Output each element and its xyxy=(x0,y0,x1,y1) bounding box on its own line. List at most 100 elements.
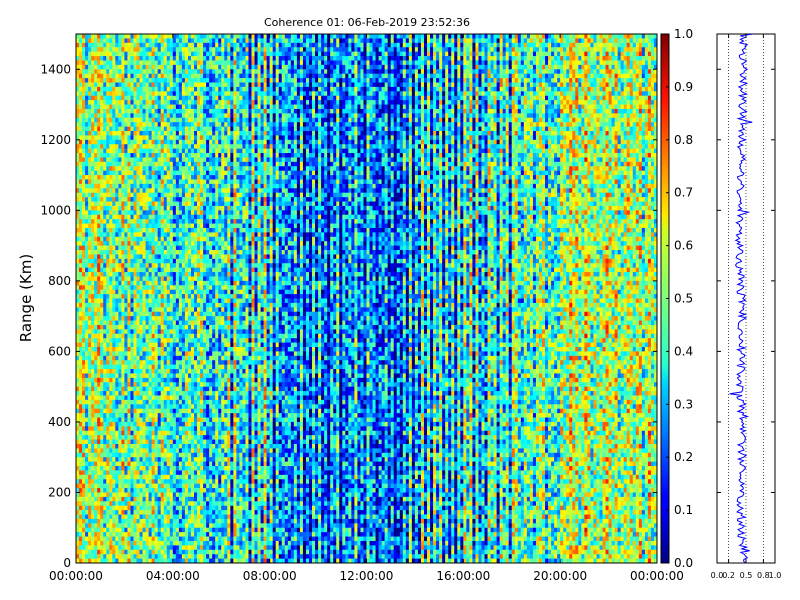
heatmap-cell xyxy=(97,505,101,511)
heatmap-cell xyxy=(112,355,116,361)
heatmap-cell xyxy=(82,333,86,339)
heatmap-cell xyxy=(166,294,171,300)
heatmap-cell xyxy=(178,351,183,357)
heatmap-cell xyxy=(160,474,165,480)
heatmap-cell xyxy=(154,130,159,136)
heatmap-cell xyxy=(112,311,116,317)
heatmap-cell xyxy=(106,245,110,251)
heatmap-cell xyxy=(127,113,132,119)
heatmap-cell xyxy=(154,443,159,449)
heatmap-cell xyxy=(88,514,92,520)
heatmap-cell xyxy=(166,496,171,502)
heatmap-cell xyxy=(100,466,104,472)
heatmap-cell xyxy=(178,166,183,172)
heatmap-cell xyxy=(97,254,101,260)
heatmap-cell xyxy=(97,536,101,542)
heatmap-cell xyxy=(94,302,98,308)
heatmap-cell xyxy=(100,329,104,335)
heatmap-cell xyxy=(109,38,113,44)
heatmap-cell xyxy=(127,122,132,128)
heatmap-cell xyxy=(163,188,168,194)
heatmap-cell xyxy=(127,320,132,326)
heatmap-cell xyxy=(139,205,144,211)
heatmap-cell xyxy=(151,219,156,225)
heatmap-cell xyxy=(103,369,107,375)
heatmap-cell xyxy=(166,82,171,88)
heatmap-cell xyxy=(148,355,153,361)
heatmap-cell xyxy=(157,38,162,44)
heatmap-cell xyxy=(97,421,101,427)
heatmap-cell xyxy=(115,100,119,106)
heatmap-cell xyxy=(103,435,107,441)
heatmap-cell xyxy=(94,183,98,189)
heatmap-cell xyxy=(178,408,183,414)
heatmap-cell xyxy=(112,435,116,441)
heatmap-cell xyxy=(94,64,98,70)
heatmap-cell xyxy=(178,104,183,110)
heatmap-cell xyxy=(79,421,83,427)
heatmap-cell xyxy=(130,100,135,106)
heatmap-cell xyxy=(148,399,153,405)
heatmap-cell xyxy=(178,197,183,203)
heatmap-cell xyxy=(169,448,174,454)
heatmap-cell xyxy=(115,153,119,159)
heatmap-cell xyxy=(130,386,135,392)
heatmap-cell xyxy=(115,267,119,273)
heatmap-cell xyxy=(166,408,171,414)
heatmap-cell xyxy=(79,417,83,423)
heatmap-cell xyxy=(124,510,129,516)
heatmap-cell xyxy=(139,320,144,326)
heatmap-cell xyxy=(172,197,177,203)
heatmap-cell xyxy=(166,214,171,220)
heatmap-cell xyxy=(91,100,95,106)
heatmap-cell xyxy=(133,153,138,159)
heatmap-cell xyxy=(79,346,83,352)
heatmap-cell xyxy=(145,492,150,498)
heatmap-cell xyxy=(79,135,83,141)
heatmap-cell xyxy=(124,452,129,458)
heatmap-cell xyxy=(106,311,110,317)
heatmap-cell xyxy=(172,179,177,185)
heatmap-cell xyxy=(157,540,162,546)
heatmap-cell xyxy=(91,179,95,185)
heatmap-cell xyxy=(172,245,177,251)
heatmap-cell xyxy=(106,289,110,295)
heatmap-cell xyxy=(112,56,116,62)
heatmap-cell xyxy=(79,280,83,286)
heatmap-cell xyxy=(142,342,147,348)
heatmap-cell xyxy=(109,329,113,335)
heatmap-cell xyxy=(100,474,104,480)
heatmap-cell xyxy=(142,430,147,436)
heatmap-cell xyxy=(97,166,101,172)
heatmap-cell xyxy=(142,320,147,326)
heatmap-cell xyxy=(79,342,83,348)
heatmap-cell xyxy=(169,69,174,75)
heatmap-cell xyxy=(160,205,165,211)
heatmap-cell xyxy=(127,369,132,375)
heatmap-cell xyxy=(148,395,153,401)
heatmap-cell xyxy=(115,38,119,44)
heatmap-cell xyxy=(148,157,153,163)
heatmap-cell xyxy=(139,69,144,75)
heatmap-cell xyxy=(145,192,150,198)
heatmap-cell xyxy=(115,496,119,502)
heatmap-cell xyxy=(133,413,138,419)
heatmap-cell xyxy=(109,126,113,132)
heatmap-cell xyxy=(154,100,159,106)
heatmap-cell xyxy=(148,421,153,427)
heatmap-cell xyxy=(145,267,150,273)
heatmap-cell xyxy=(136,104,141,110)
heatmap-cell xyxy=(163,342,168,348)
heatmap-cell xyxy=(79,324,83,330)
heatmap-cell xyxy=(178,73,183,79)
heatmap-cell xyxy=(112,197,116,203)
heatmap-cell xyxy=(136,192,141,198)
heatmap-cell xyxy=(109,307,113,313)
heatmap-cell xyxy=(172,294,177,300)
heatmap-cell xyxy=(175,130,180,136)
heatmap-cell xyxy=(118,117,122,123)
heatmap-cell xyxy=(88,536,92,542)
heatmap-cell xyxy=(172,466,177,472)
heatmap-cell xyxy=(85,320,89,326)
heatmap-cell xyxy=(181,117,186,123)
